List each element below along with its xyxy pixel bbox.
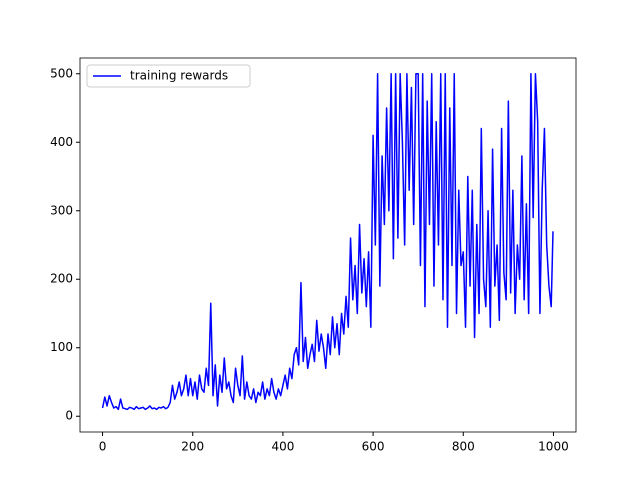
x-tick-label: 200 (181, 440, 204, 454)
y-tick-label: 500 (50, 66, 73, 80)
x-tick-label: 1000 (538, 440, 569, 454)
x-tick-label: 400 (271, 440, 294, 454)
line-series (101, 73, 554, 411)
y-tick-label: 300 (50, 203, 73, 217)
y-tick-label: 100 (50, 340, 73, 354)
plot-frame (79, 57, 577, 433)
y-tick-label: 0 (65, 409, 73, 423)
x-tick-label: 600 (362, 440, 385, 454)
legend-label: training rewards (130, 69, 228, 83)
y-tick-label: 200 (50, 272, 73, 286)
x-tick-label: 800 (452, 440, 475, 454)
legend-box (86, 64, 251, 88)
x-tick-label: 0 (99, 440, 107, 454)
y-tick-label: 400 (50, 135, 73, 149)
